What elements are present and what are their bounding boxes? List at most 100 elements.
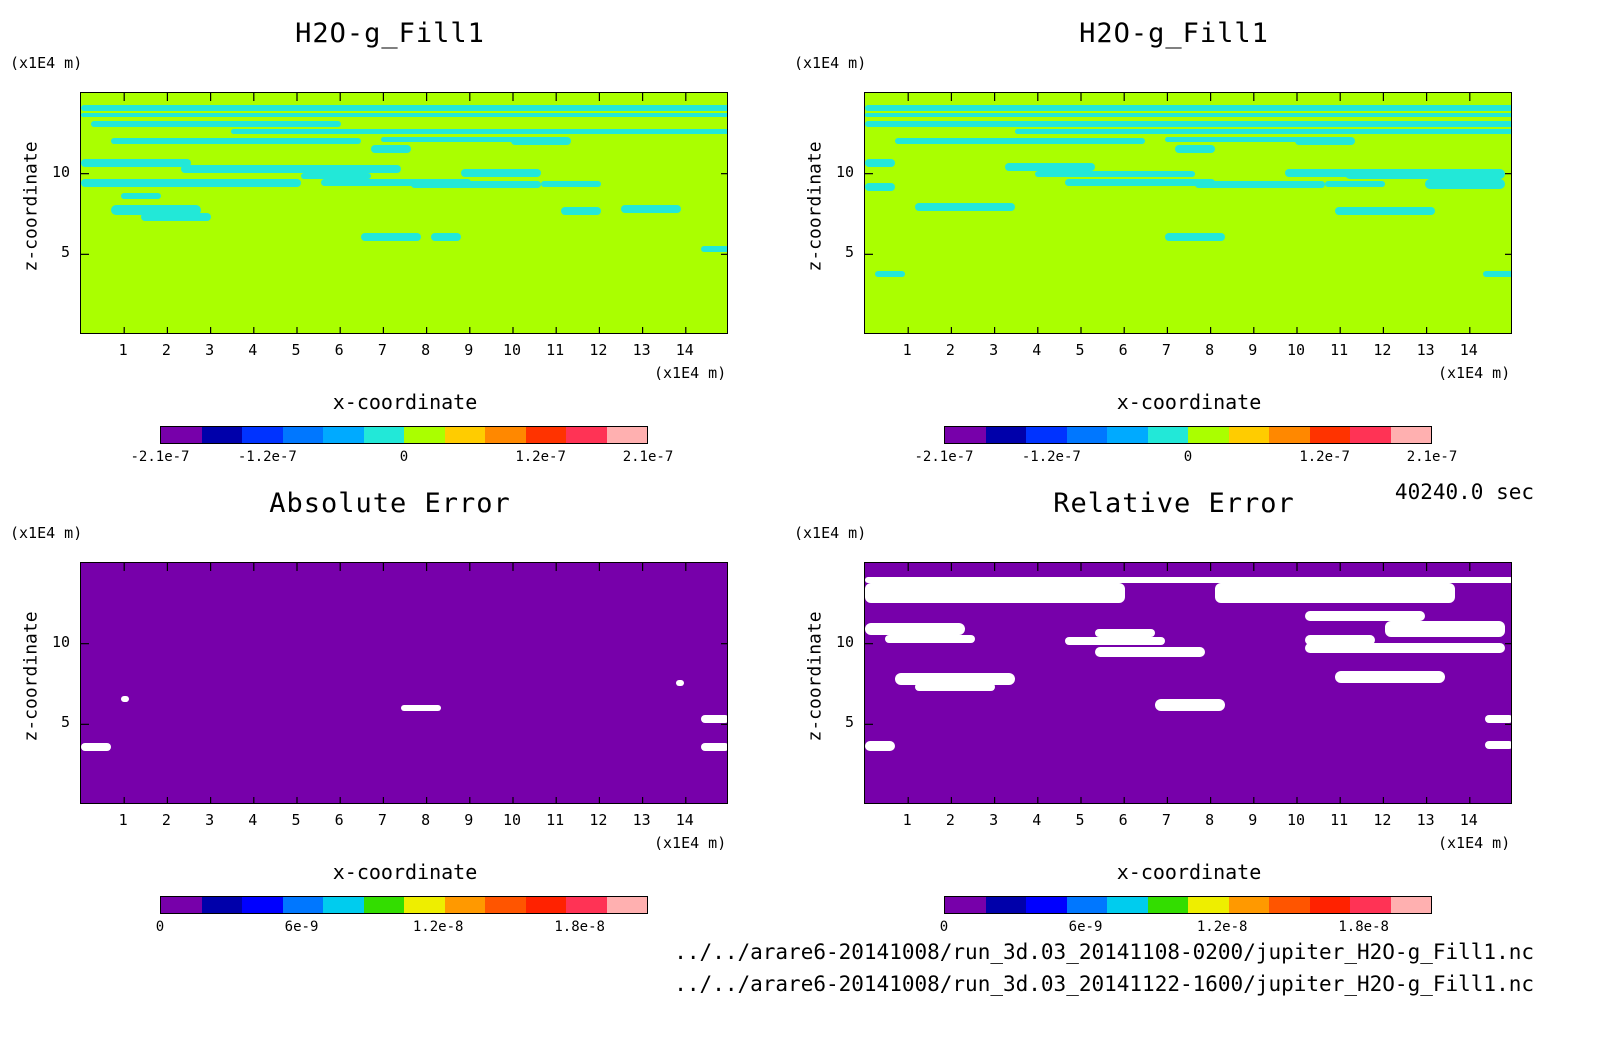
field-contour-region [1305,611,1425,621]
x-tick-label: 1 [118,341,128,359]
x-tick-label: 13 [1416,341,1435,359]
x-tick-label: 10 [502,341,522,359]
x-tick-label: 7 [1161,811,1171,829]
colorbar-label: -1.2e-7 [237,449,297,465]
x-tick-label: 7 [1161,341,1171,359]
colorbar [160,896,648,914]
field-contour-region [431,233,461,241]
field-contour-region [81,105,727,111]
field-contour-region [1325,181,1385,187]
field-contour-region [141,213,211,221]
chart-title: Absolute Error [269,488,511,519]
chart-title: Relative Error [1053,488,1295,519]
time-stamp: 40240.0 sec [1394,480,1534,504]
field-contour-region [701,743,727,751]
x-tick-label: 3 [205,811,215,829]
y-tick-label: 5 [60,243,70,262]
colorbar-label: 1.2e-7 [515,449,566,465]
x-tick-label: 12 [589,811,608,829]
colorbar-swatch [1390,427,1431,443]
x-tick-label: 4 [248,811,258,829]
colorbar-swatch [201,897,242,913]
x-tick-label: 5 [1075,811,1085,829]
colorbar-swatch [161,897,202,913]
y-axis-label: z-coordinate [804,611,826,742]
colorbar-swatch [1026,897,1067,913]
field-contour-region [895,138,1145,144]
y-axis-unit: (x1E4 m) [794,524,867,542]
field-contour-region [1305,635,1375,645]
colorbar-swatch [566,897,607,913]
x-tick-label: 6 [1118,341,1128,359]
y-axis-unit: (x1E4 m) [794,54,867,72]
panel-top-left: H2O-g_Fill1 (x1E4 m) z-coordinate 1 2 3 4 5 6 7 8 9… [0,0,760,470]
x-tick-label: 11 [1330,341,1349,359]
x-tick-label: 4 [248,341,258,359]
x-tick-label: 14 [675,341,694,359]
y-tick-label: 5 [844,713,854,732]
x-tick-label: 11 [1330,811,1349,829]
x-tick-label: 3 [205,341,215,359]
field-contour-region [1065,637,1165,645]
x-tick-label: 11 [546,341,565,359]
field-contour-region [1195,181,1325,188]
field-contour-region [1485,715,1511,723]
chart-title: H2O-g_Fill1 [295,18,485,49]
x-axis-label: x-coordinate [332,390,478,414]
field-contour-region [1305,593,1395,603]
x-tick-label: 9 [1248,341,1258,359]
field-contour-region [541,181,601,187]
field-contour-region [865,741,895,751]
field-contour-region [1385,621,1505,637]
colorbar-label: 0 [155,919,165,935]
x-tick-label: 9 [464,811,474,829]
plot-area [80,92,728,334]
file-path-2: ../../arare6-20141008/run_3d.03_20141122… [674,972,1534,996]
x-tick-label: 6 [334,341,344,359]
x-axis-unit: (x1E4 m) [1438,834,1511,852]
colorbar-label: 2.1e-7 [622,449,674,465]
colorbar-swatch [363,897,404,913]
x-axis-unit: (x1E4 m) [654,834,727,852]
colorbar-swatch [404,427,445,443]
field-contour-region [1165,233,1225,241]
x-axis-label: x-coordinate [332,860,478,884]
x-tick-label: 12 [1373,811,1392,829]
colorbar-swatch [323,427,364,443]
colorbar-swatch [1188,897,1229,913]
x-tick-label: 14 [1459,811,1478,829]
plot-area [864,92,1512,334]
field-contour-region [865,183,895,191]
colorbar-label: 1.2e-7 [1299,449,1350,465]
colorbar-swatch [566,427,607,443]
x-tick-label: 2 [945,811,955,829]
x-axis-label: x-coordinate [1116,860,1262,884]
colorbar-swatch [1066,427,1107,443]
field-contour-region [701,246,727,252]
colorbar-label: 0 [1183,449,1193,465]
x-tick-label: 2 [161,811,171,829]
field-contour-region [1305,643,1505,653]
colorbar-swatch [945,427,986,443]
colorbar-label: 6e-9 [284,919,319,935]
colorbar-swatch [1147,427,1188,443]
x-tick-label: 12 [589,341,608,359]
x-tick-label: 1 [118,811,128,829]
y-tick-label: 10 [835,632,854,651]
x-tick-label: 5 [291,341,301,359]
colorbar-swatch [606,897,647,913]
field-contour-region [411,181,541,188]
field-contour-region [1095,629,1155,637]
field-contour-region [81,113,727,117]
colorbar-swatch [485,427,526,443]
field-contour-region [111,138,361,144]
field-contour-region [231,129,727,134]
x-tick-label: 5 [1075,341,1085,359]
field-contour-region [121,193,161,199]
field-contour-region [561,207,601,215]
chart-title: H2O-g_Fill1 [1079,18,1269,49]
x-axis-unit: (x1E4 m) [1438,364,1511,382]
x-tick-label: 13 [1416,811,1435,829]
colorbar-swatch [1147,897,1188,913]
x-tick-label: 2 [945,341,955,359]
